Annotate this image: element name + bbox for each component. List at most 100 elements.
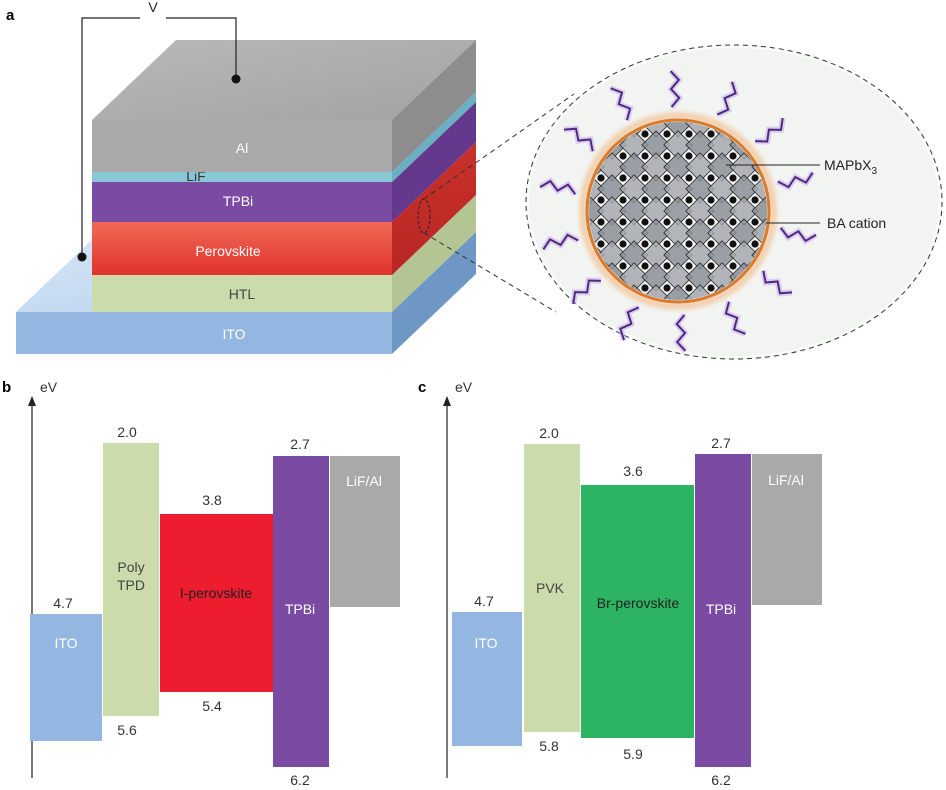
- lattice-cation-dot: [663, 284, 671, 292]
- zoom-line-bottom: [423, 232, 557, 313]
- lattice-octahedron: [597, 218, 627, 248]
- lattice-octahedron: [663, 122, 693, 138]
- block-polytpd-b-top: 2.0: [117, 424, 137, 440]
- block-tpbi-c: [695, 454, 751, 767]
- lattice-cation-dot: [619, 196, 627, 204]
- lattice-octahedron: [685, 196, 715, 226]
- lattice-cation-dot: [597, 174, 605, 182]
- lattice-octahedron: [641, 152, 671, 182]
- block-iperovskite-b-bottom: 5.4: [202, 698, 222, 714]
- htl-layer: HTL: [92, 195, 476, 312]
- lattice-cation-dot: [707, 284, 715, 292]
- lattice-octahedron: [554, 307, 582, 335]
- lattice-cation-dot: [597, 240, 605, 248]
- lattice-octahedron: [663, 196, 693, 226]
- block-pvk-c-bottom: 5.8: [539, 738, 559, 754]
- lattice-octahedron: [663, 240, 693, 270]
- lattice-cation-dot: [619, 262, 627, 270]
- lattice-octahedron: [707, 240, 737, 270]
- al-contact-dot: [231, 74, 241, 84]
- lattice-octahedron: [619, 240, 649, 270]
- lattice-octahedron: [729, 174, 759, 204]
- lattice-cation-dot: [751, 240, 759, 248]
- zoom-line-top: [423, 93, 575, 200]
- block-tpbi-b-bottom: 6.2: [290, 772, 310, 788]
- ligand-chain: [539, 179, 577, 195]
- block-iperovskite-b-label: I-perovskite: [180, 585, 253, 601]
- tpbi-layer: TPBi: [92, 102, 476, 222]
- block-ito-c-top: 4.7: [474, 593, 494, 609]
- ligand-chain: [777, 172, 814, 189]
- ligand-chain: [716, 81, 737, 116]
- lattice-octahedron: [619, 218, 649, 248]
- lattice-octahedron: [707, 196, 737, 226]
- tpbi-label: TPBi: [223, 193, 253, 209]
- lattice-cation-dot: [663, 174, 671, 182]
- lattice-cation-dot: [619, 174, 627, 182]
- block-ito-c-label: ITO: [474, 635, 497, 651]
- block-pvk-c-label: PVK: [536, 580, 565, 596]
- lattice-octahedron: [641, 218, 671, 248]
- ligand-chain: [755, 117, 784, 143]
- lattice-cation-dot: [751, 218, 759, 226]
- perovskite-layer: Perovskite: [92, 142, 476, 275]
- block-lifal-c: [752, 454, 822, 605]
- lattice-cation-dot: [641, 240, 649, 248]
- lattice-cation-dot: [729, 262, 737, 270]
- ligand-chain: [724, 301, 746, 335]
- block-polytpd-b-line1: Poly: [117, 559, 144, 575]
- ligand-chain: [669, 70, 681, 108]
- axis-label-b: eV: [40, 379, 58, 395]
- block-brperovskite-c-top: 3.6: [623, 463, 643, 479]
- axis-arrow-icon: [28, 396, 36, 406]
- ito-label: ITO: [222, 326, 245, 342]
- lattice-cation-dot: [685, 196, 693, 204]
- lattice-octahedron: [619, 174, 649, 204]
- lattice-octahedron: [619, 196, 649, 226]
- block-tpbi-b-top: 2.7: [290, 436, 310, 452]
- lattice-octahedron: [641, 262, 671, 292]
- lattice-octahedron: [707, 218, 737, 248]
- lattice-cation-dot: [685, 130, 693, 138]
- lattice-octahedron: [663, 262, 693, 292]
- mapbx3-callout: MAPbX3: [726, 157, 877, 177]
- block-tpbi-c-top: 2.7: [711, 435, 731, 451]
- mapbx3-subscript: 3: [871, 166, 877, 177]
- lattice-cation-dot: [641, 284, 649, 292]
- nanocrystal-inset: MAPbX3 BA cation: [525, 44, 943, 360]
- lattice-cation-dot: [685, 240, 693, 248]
- lattice-octahedron: [663, 218, 693, 248]
- block-brperovskite-c-bottom: 5.9: [623, 746, 643, 762]
- lattice-cation-dot: [751, 196, 759, 204]
- lattice-cation-dot: [729, 218, 737, 226]
- lattice-octahedron: [685, 152, 715, 182]
- voltage-label: V: [148, 0, 158, 15]
- lattice-octahedron: [597, 196, 627, 226]
- lattice-octahedron: [641, 130, 671, 160]
- block-brperovskite-c: [581, 485, 694, 738]
- block-lifal-c-label: LiF/Al: [768, 472, 804, 488]
- ligand-chain: [675, 314, 687, 352]
- lattice-cation-dot: [685, 152, 693, 160]
- ba-cation-label: BA cation: [827, 215, 886, 231]
- block-ito-b-top: 4.7: [53, 595, 73, 611]
- ligand-chain: [619, 306, 640, 341]
- block-ito-c: [452, 612, 522, 746]
- axis-arrow-icon: [443, 396, 451, 406]
- lattice-cation-dot: [685, 174, 693, 182]
- lattice-octahedron: [685, 218, 715, 248]
- block-ito-b: [30, 614, 102, 741]
- lattice-cation-dot: [707, 152, 715, 160]
- lattice-cation-dot: [707, 130, 715, 138]
- block-pvk-c-top: 2.0: [539, 425, 559, 441]
- energy-diagram-b: eV ITO 4.7 Poly TPD 2.0 5.6 I-perovskite…: [28, 379, 400, 788]
- block-brperovskite-c-label: Br-perovskite: [597, 595, 680, 611]
- panel-label-c: c: [418, 379, 426, 396]
- voltage-circuit: V: [77, 0, 241, 262]
- lattice-cation-dot: [663, 196, 671, 204]
- lattice-cation-dot: [663, 240, 671, 248]
- lattice-cation-dot: [685, 218, 693, 226]
- lattice-cation-dot: [729, 174, 737, 182]
- lattice-cation-dot: [641, 262, 649, 270]
